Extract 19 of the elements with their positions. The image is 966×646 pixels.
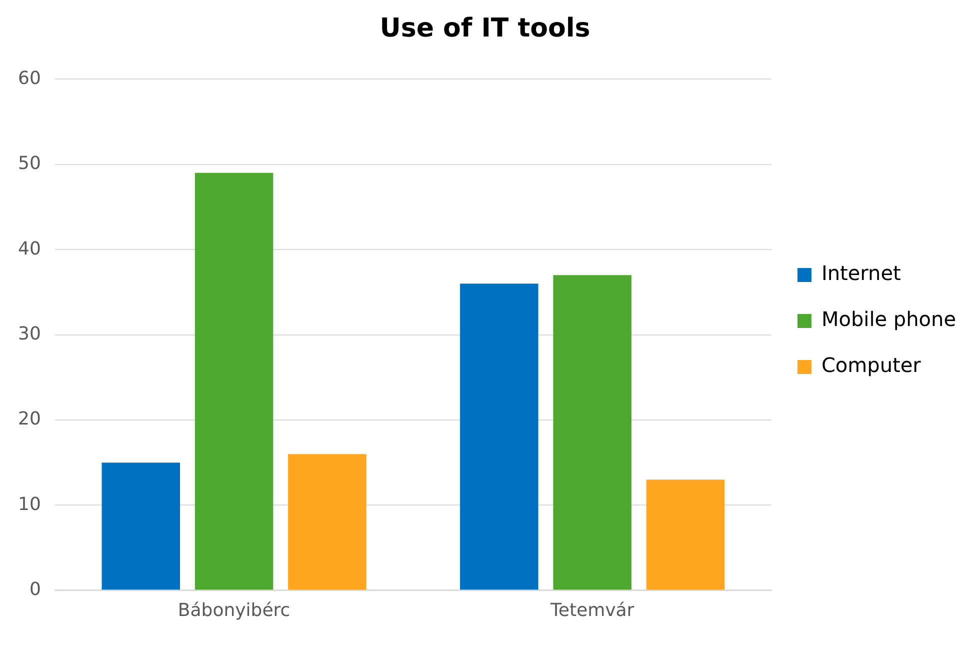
bar (288, 454, 366, 590)
y-tick-label: 20 (18, 408, 41, 430)
bar (194, 172, 274, 590)
x-tick-label: Bábonyibérc (178, 600, 290, 621)
y-tick-label: 0 (29, 579, 41, 600)
chart-title: Use of IT tools (380, 13, 590, 44)
legend-label: Internet (821, 261, 902, 286)
x-tick-label: Tetemvár (549, 600, 635, 621)
y-tick-label: 10 (18, 494, 41, 515)
y-tick-label: 50 (18, 153, 41, 174)
y-tick-label: 30 (18, 323, 41, 344)
y-tick-label: 60 (18, 68, 41, 89)
bar (646, 480, 725, 590)
bar (460, 284, 538, 590)
y-tick-label: 40 (18, 238, 41, 260)
bar (553, 275, 632, 590)
legend-label: Computer (821, 353, 922, 378)
bar (102, 462, 180, 590)
legend-label: Mobile phone (821, 307, 956, 332)
